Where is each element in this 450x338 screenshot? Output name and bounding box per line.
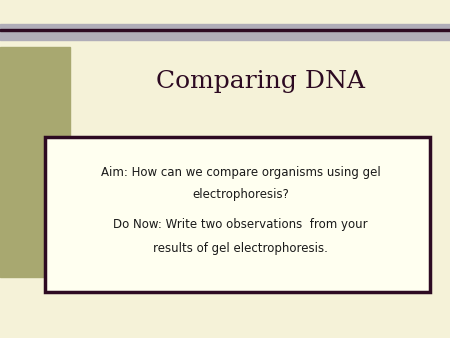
- Bar: [0, 29, 450, 31]
- Text: results of gel electrophoresis.: results of gel electrophoresis.: [153, 242, 328, 255]
- Text: electrophoresis?: electrophoresis?: [192, 188, 289, 201]
- Bar: [0, 24, 450, 40]
- FancyBboxPatch shape: [45, 137, 430, 292]
- Text: Do Now: Write two observations  from your: Do Now: Write two observations from your: [113, 218, 368, 231]
- Text: Aim: How can we compare organisms using gel: Aim: How can we compare organisms using …: [101, 166, 381, 179]
- Bar: [0, 47, 70, 277]
- Text: Comparing DNA: Comparing DNA: [157, 70, 365, 93]
